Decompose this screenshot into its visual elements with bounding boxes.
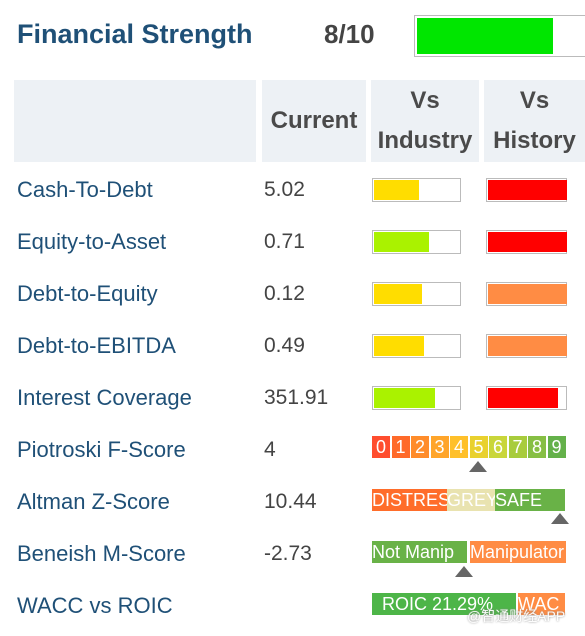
- piotroski-scale-cell: 8: [528, 436, 546, 458]
- vs-history-line2: History: [493, 127, 576, 154]
- metric-row: Equity-to-Asset 0.71: [0, 216, 585, 268]
- vs-history-column-header: Vs History: [484, 80, 585, 162]
- piotroski-value: 4: [264, 438, 276, 461]
- vs-industry-bar: [372, 386, 461, 410]
- altman-grey-zone: GREY: [447, 489, 495, 511]
- piotroski-scale-cell: 1: [391, 436, 410, 458]
- vs-industry-fill: [374, 388, 435, 408]
- metric-row: Interest Coverage 351.91: [0, 372, 585, 424]
- piotroski-scale-cell: 9: [547, 436, 566, 458]
- metric-label[interactable]: Interest Coverage: [17, 385, 192, 410]
- piotroski-scale-cell: 7: [508, 436, 527, 458]
- metric-value: 351.91: [264, 386, 329, 409]
- metric-row: Debt-to-Equity 0.12: [0, 268, 585, 320]
- piotroski-scale-cell: 0: [372, 436, 390, 458]
- wacc-label[interactable]: WACC vs ROIC: [17, 593, 173, 618]
- altman-label[interactable]: Altman Z-Score: [17, 489, 170, 514]
- metric-label[interactable]: Equity-to-Asset: [17, 229, 167, 254]
- vs-industry-line2: Industry: [377, 127, 473, 154]
- vs-industry-fill: [374, 336, 424, 356]
- altman-value: 10.44: [264, 490, 317, 513]
- beneish-value: -2.73: [264, 542, 312, 565]
- vs-industry-fill: [374, 284, 422, 304]
- roic-bar: ROIC 21.29%: [372, 593, 516, 615]
- vs-history-bar: [486, 230, 567, 254]
- metric-row: Cash-To-Debt 5.02: [0, 164, 585, 216]
- vs-industry-bar: [372, 178, 461, 202]
- metric-label[interactable]: Cash-To-Debt: [17, 177, 153, 202]
- vs-history-fill: [488, 336, 567, 356]
- piotroski-scale-cell: 2: [411, 436, 429, 458]
- vs-industry-fill: [374, 180, 420, 200]
- vs-history-line1: Vs: [519, 87, 550, 114]
- altman-safe-zone: SAFE: [495, 489, 565, 511]
- beneish-label[interactable]: Beneish M-Score: [17, 541, 186, 566]
- vs-industry-bar: [372, 230, 461, 254]
- piotroski-scale-cell: 3: [430, 436, 449, 458]
- vs-history-bar: [486, 334, 567, 358]
- altman-distress-zone: DISTRESS: [372, 489, 464, 511]
- vs-history-bar: [486, 178, 567, 202]
- watermark: @智通财经APP: [467, 608, 566, 624]
- piotroski-scale-cell: 6: [489, 436, 507, 458]
- vs-history-fill: [488, 180, 567, 200]
- section-title: Financial Strength: [17, 19, 253, 49]
- piotroski-label[interactable]: Piotroski F-Score: [17, 437, 186, 462]
- vs-industry-line1: Vs: [410, 87, 440, 114]
- metric-value: 0.12: [264, 282, 305, 305]
- vs-industry-bar: [372, 334, 461, 358]
- vs-industry-fill: [374, 232, 429, 252]
- metric-label[interactable]: Debt-to-Equity: [17, 281, 158, 306]
- vs-industry-column-header: Vs Industry: [371, 80, 479, 162]
- piotroski-scale-cell: 4: [450, 436, 468, 458]
- beneish-marker-icon: [455, 566, 473, 577]
- vs-history-fill: [488, 232, 567, 252]
- wacc-row: WACC vs ROIC ROIC 21.29% WAC: [0, 580, 585, 632]
- beneish-manipulator-zone: Manipulator: [470, 541, 566, 563]
- vs-history-bar: [486, 386, 567, 410]
- metric-value: 0.49: [264, 334, 305, 357]
- metric-value: 0.71: [264, 230, 305, 253]
- vs-history-fill: [488, 284, 567, 304]
- vs-history-bar: [486, 282, 567, 306]
- vs-history-fill: [488, 388, 558, 408]
- metric-row: Debt-to-EBITDA 0.49: [0, 320, 585, 372]
- piotroski-scale-cell: 5: [469, 436, 488, 458]
- wacc-bar: WAC: [518, 593, 565, 615]
- strength-score-fill: [417, 18, 553, 54]
- altman-row: Altman Z-Score 10.44 DISTRESS GREY SAFE: [0, 476, 585, 528]
- strength-score-bar: [414, 15, 585, 57]
- vs-industry-bar: [372, 282, 461, 306]
- financial-strength-header: Financial Strength 8/10: [0, 0, 585, 72]
- strength-score: 8/10: [324, 19, 375, 49]
- piotroski-marker-icon: [468, 461, 487, 472]
- metric-value: 5.02: [264, 178, 305, 201]
- metric-label[interactable]: Debt-to-EBITDA: [17, 333, 176, 358]
- metric-column-header: [14, 80, 256, 162]
- beneish-row: Beneish M-Score -2.73 Not Manip Manipula…: [0, 528, 585, 580]
- beneish-not-manip-zone: Not Manip: [372, 541, 467, 563]
- current-column-header: Current: [262, 80, 366, 162]
- altman-marker-icon: [551, 513, 569, 524]
